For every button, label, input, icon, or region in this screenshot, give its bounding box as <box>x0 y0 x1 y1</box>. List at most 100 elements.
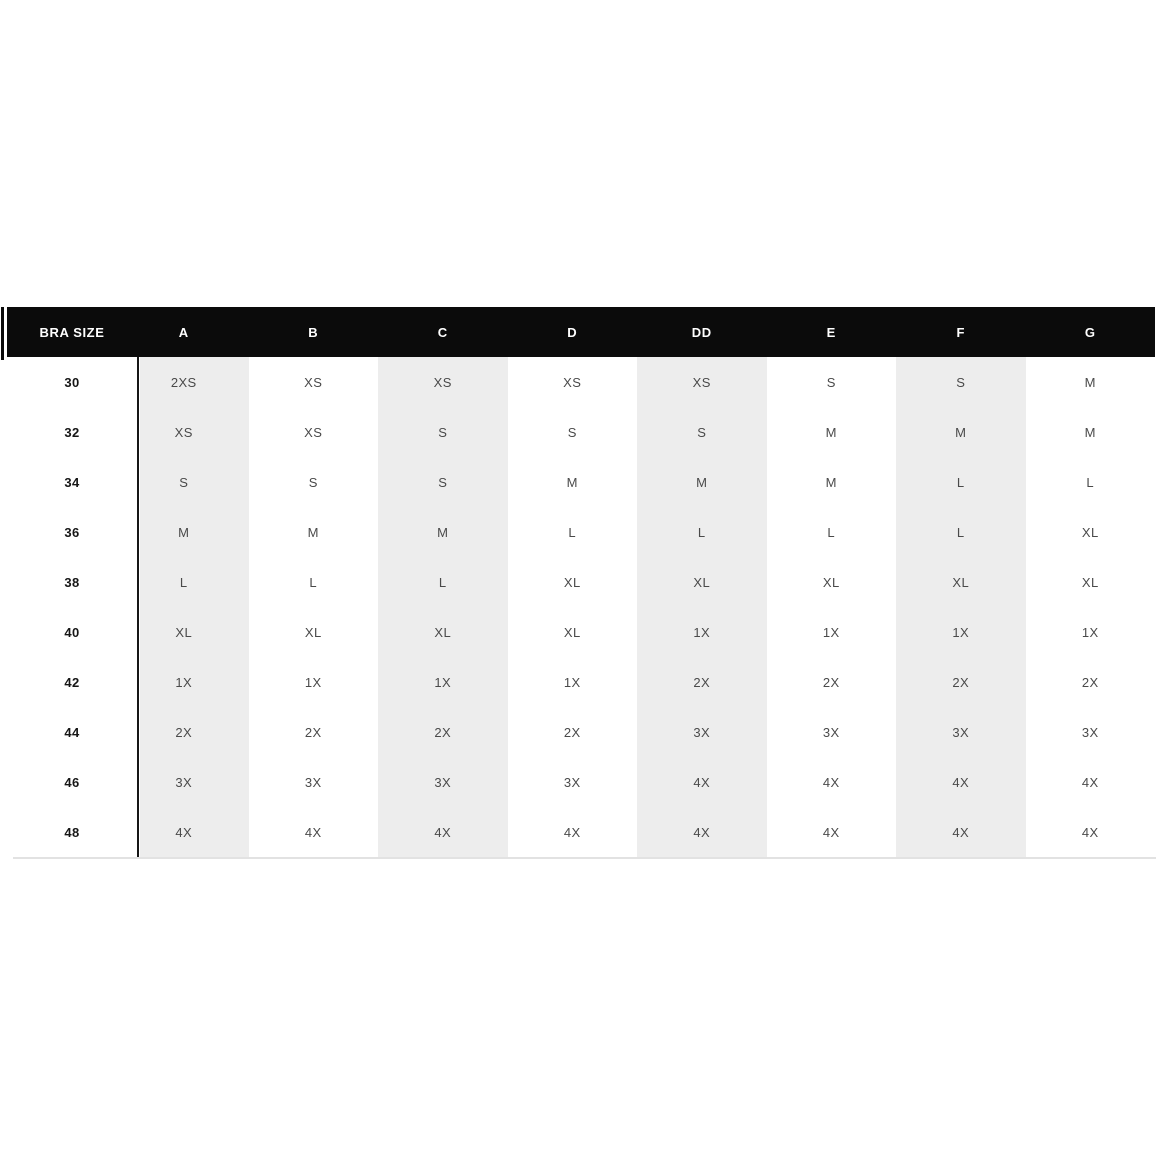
size-cell-42-e: 2X <box>822 674 840 690</box>
size-cell-38-dd: XL <box>637 557 767 607</box>
size-cell-32-a: XS <box>119 407 249 457</box>
size-cell-30-dd: XS <box>637 357 767 407</box>
size-cell-40-a: XL <box>119 607 249 657</box>
bra-size-chart: BRA SIZE A B C D DD E F G 30 2XS XS XS XS XS S S M 32 XS XS… <box>1 307 1156 859</box>
header-cell-bra-size: BRA SIZE <box>39 324 105 340</box>
size-cell-46-dd: 4X <box>637 757 767 807</box>
size-cell-40-d: XL <box>563 624 581 640</box>
size-cell-34-b: S <box>308 474 318 490</box>
size-cell-36-f: L <box>896 507 1026 557</box>
size-cell-46-a: 3X <box>119 757 249 807</box>
header-cell-f: F <box>956 324 966 340</box>
size-cell-32-f: M <box>896 407 1026 457</box>
header-cell-g: G <box>1084 324 1096 340</box>
size-cell-42-g: 2X <box>1081 674 1099 690</box>
header-cell-b: B <box>308 324 319 340</box>
header-cell-a: A <box>178 324 189 340</box>
size-cell-44-e: 3X <box>822 724 840 740</box>
size-cell-30-c: XS <box>378 357 508 407</box>
size-cell-32-g: M <box>1084 424 1096 440</box>
size-cell-30-d: XS <box>563 374 582 390</box>
size-cell-48-e: 4X <box>822 824 840 840</box>
size-cell-46-e: 4X <box>822 774 840 790</box>
size-cell-44-g: 3X <box>1081 724 1099 740</box>
size-cell-44-f: 3X <box>896 707 1026 757</box>
size-cell-44-dd: 3X <box>637 707 767 757</box>
size-cell-38-d: XL <box>563 574 581 590</box>
size-cell-40-f: 1X <box>896 607 1026 657</box>
size-cell-30-b: XS <box>304 374 323 390</box>
size-cell-30-g: M <box>1084 374 1096 390</box>
size-cell-46-d: 3X <box>563 774 581 790</box>
header-cell-c: C <box>437 324 448 340</box>
size-cell-36-a: M <box>119 507 249 557</box>
header-cell-d: D <box>567 324 578 340</box>
size-cell-34-e: M <box>825 474 837 490</box>
size-cell-42-c: 1X <box>378 657 508 707</box>
size-cell-44-c: 2X <box>378 707 508 757</box>
band-size-label-38: 38 <box>64 574 80 590</box>
size-cell-42-d: 1X <box>563 674 581 690</box>
size-cell-38-c: L <box>378 557 508 607</box>
band-size-label-36: 36 <box>64 524 80 540</box>
size-cell-42-a: 1X <box>119 657 249 707</box>
size-cell-38-e: XL <box>822 574 840 590</box>
size-cell-48-a: 4X <box>119 807 249 857</box>
size-cell-44-d: 2X <box>563 724 581 740</box>
size-cell-38-a: L <box>119 557 249 607</box>
size-cell-48-d: 4X <box>563 824 581 840</box>
size-cell-40-e: 1X <box>822 624 840 640</box>
size-cell-36-g: XL <box>1081 524 1099 540</box>
size-cell-36-d: L <box>568 524 577 540</box>
header-cell-e: E <box>826 324 836 340</box>
size-cell-48-dd: 4X <box>637 807 767 857</box>
size-cell-48-b: 4X <box>304 824 322 840</box>
size-cell-42-b: 1X <box>304 674 322 690</box>
table-bottom-rule <box>13 857 1156 859</box>
size-cell-34-dd: M <box>637 457 767 507</box>
band-size-label-32: 32 <box>64 424 80 440</box>
size-cell-34-d: M <box>566 474 578 490</box>
size-cell-44-a: 2X <box>119 707 249 757</box>
size-cell-32-e: M <box>825 424 837 440</box>
size-cell-36-b: M <box>307 524 319 540</box>
size-cell-46-b: 3X <box>304 774 322 790</box>
size-cell-40-dd: 1X <box>637 607 767 657</box>
size-cell-34-g: L <box>1086 474 1095 490</box>
size-cell-46-c: 3X <box>378 757 508 807</box>
size-cell-32-c: S <box>378 407 508 457</box>
band-size-label-34: 34 <box>64 474 80 490</box>
header-cell-dd: DD <box>691 324 712 340</box>
size-cell-48-c: 4X <box>378 807 508 857</box>
size-cell-38-g: XL <box>1081 574 1099 590</box>
band-size-label-44: 44 <box>64 724 80 740</box>
size-cell-40-c: XL <box>378 607 508 657</box>
size-cell-32-dd: S <box>637 407 767 457</box>
size-cell-30-e: S <box>826 374 836 390</box>
size-cell-36-e: L <box>827 524 836 540</box>
size-cell-48-f: 4X <box>896 807 1026 857</box>
size-cell-34-a: S <box>119 457 249 507</box>
size-cell-40-g: 1X <box>1081 624 1099 640</box>
size-cell-48-g: 4X <box>1081 824 1099 840</box>
size-cell-46-g: 4X <box>1081 774 1099 790</box>
chart-header-row: BRA SIZE A B C D DD E F G <box>7 307 1155 357</box>
chart-body: 30 2XS XS XS XS XS S S M 32 XS XS S S S M M M 34 S S S M M M L L 36… <box>7 357 1155 857</box>
band-size-label-30: 30 <box>64 374 80 390</box>
header-left-notch <box>1 307 4 360</box>
size-cell-32-d: S <box>567 424 577 440</box>
band-size-label-40: 40 <box>64 624 80 640</box>
size-cell-42-f: 2X <box>896 657 1026 707</box>
size-cell-38-f: XL <box>896 557 1026 607</box>
size-cell-36-dd: L <box>637 507 767 557</box>
size-cell-30-a: 2XS <box>119 357 249 407</box>
size-cell-34-f: L <box>896 457 1026 507</box>
size-cell-30-f: S <box>896 357 1026 407</box>
size-cell-40-b: XL <box>304 624 322 640</box>
size-cell-32-b: XS <box>304 424 323 440</box>
size-cell-44-b: 2X <box>304 724 322 740</box>
size-cell-36-c: M <box>378 507 508 557</box>
band-size-label-48: 48 <box>64 824 80 840</box>
size-cell-46-f: 4X <box>896 757 1026 807</box>
band-size-label-46: 46 <box>64 774 80 790</box>
